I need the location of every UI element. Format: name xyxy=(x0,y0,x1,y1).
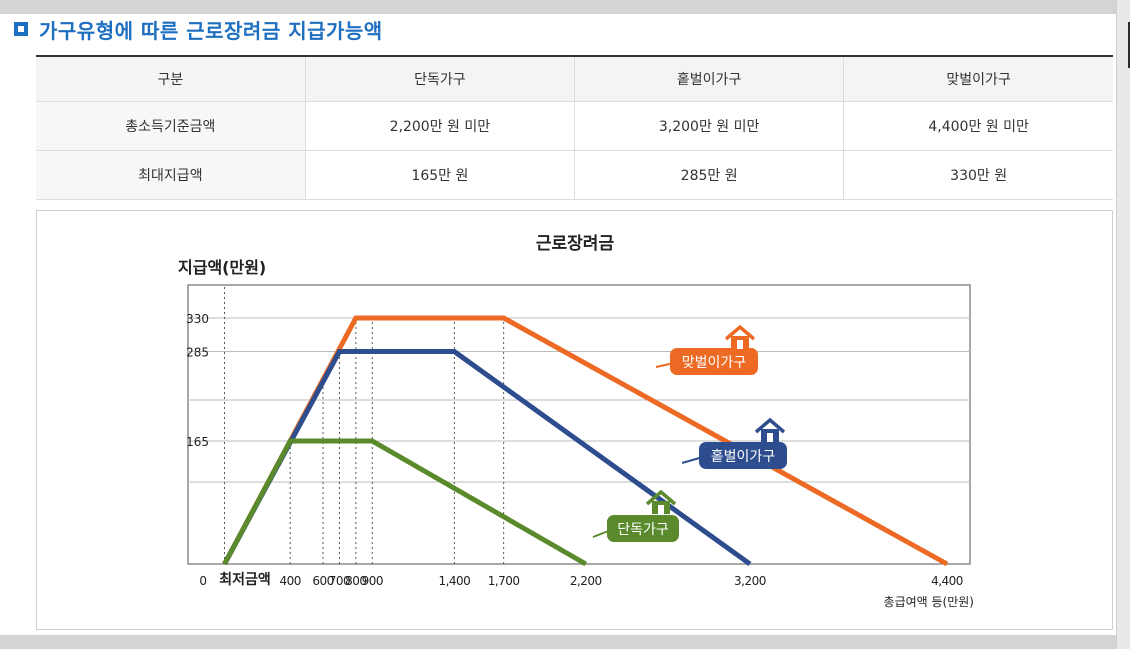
x-axis-label: 총급여액 등(만원) xyxy=(884,595,974,609)
house-icon xyxy=(737,340,743,349)
table-row: 최대지급액 165만 원 285만 원 330만 원 xyxy=(36,150,1113,200)
legend-badge-label: 단독가구 xyxy=(617,522,669,538)
table-cell: 330만 원 xyxy=(843,150,1113,200)
legend-badge xyxy=(670,348,758,375)
y-tick-label: 165 xyxy=(186,435,209,449)
x-tick-label: 4,400 xyxy=(931,574,963,588)
y-tick-label: 330 xyxy=(186,312,209,326)
series-line xyxy=(222,438,587,567)
house-icon xyxy=(767,433,773,442)
legend-badge xyxy=(699,442,787,469)
column-header: 구분 xyxy=(36,56,306,102)
y-axis-label: 지급액(만원) xyxy=(178,258,266,277)
square-bullet-icon xyxy=(14,22,28,36)
chart-container: 0 165 285 330 400 600 700 800 900 1,400 1,700 2,200… xyxy=(36,210,1113,630)
table-cell: 2,200만 원 미만 xyxy=(305,101,576,151)
section-heading: 가구유형에 따른 근로장려금 지급가능액 xyxy=(14,14,383,44)
x-tick-label: 600 xyxy=(312,574,333,588)
window-edge xyxy=(1116,0,1130,649)
x-tick-label: 2,200 xyxy=(570,574,602,588)
row-label: 최대지급액 xyxy=(36,150,306,200)
column-header: 홑벌이가구 xyxy=(574,56,845,102)
section-title: 가구유형에 따른 근로장려금 지급가능액 xyxy=(39,18,383,43)
legend-badge xyxy=(607,515,679,542)
table-header-row: 구분 단독가구 홑벌이가구 맞벌이가구 xyxy=(36,56,1113,102)
x-tick-label: 1,400 xyxy=(438,574,470,588)
scrollbar-thumb[interactable] xyxy=(1128,22,1130,68)
x-tick-label: 400 xyxy=(279,574,300,588)
table-cell: 165만 원 xyxy=(305,150,576,200)
plot-area xyxy=(187,284,971,565)
house-icon xyxy=(754,417,786,434)
y-tick-label: 0 xyxy=(199,574,207,588)
y-tick-label: 285 xyxy=(186,346,209,360)
house-icon xyxy=(645,489,677,506)
x-tick-label: 1,700 xyxy=(488,574,520,588)
criteria-table: 구분 단독가구 홑벌이가구 맞벌이가구 총소득기준금액 2,200만 원 미만 … xyxy=(36,55,1113,200)
row-label: 총소득기준금액 xyxy=(36,101,306,151)
x-tick-label: 700 xyxy=(329,574,350,588)
table-cell: 3,200만 원 미만 xyxy=(574,101,845,151)
house-icon xyxy=(658,505,664,514)
chart-title: 근로장려금 xyxy=(536,234,615,254)
x-tick-label: 800 xyxy=(345,574,366,588)
table-cell: 4,400만 원 미만 xyxy=(843,101,1113,151)
legend-badge-label: 맞벌이가구 xyxy=(682,355,747,371)
x-tick-label: 3,200 xyxy=(734,574,766,588)
x-start-label: 최저금액 xyxy=(219,571,271,588)
column-header: 단독가구 xyxy=(305,56,576,102)
house-icon xyxy=(724,324,756,341)
table-row: 총소득기준금액 2,200만 원 미만 3,200만 원 미만 4,400만 원… xyxy=(36,101,1113,151)
table-cell: 285만 원 xyxy=(574,150,845,200)
legend-badge-label: 홑벌이가구 xyxy=(711,449,776,465)
column-header: 맞벌이가구 xyxy=(843,56,1113,102)
x-tick-label: 900 xyxy=(362,574,383,588)
